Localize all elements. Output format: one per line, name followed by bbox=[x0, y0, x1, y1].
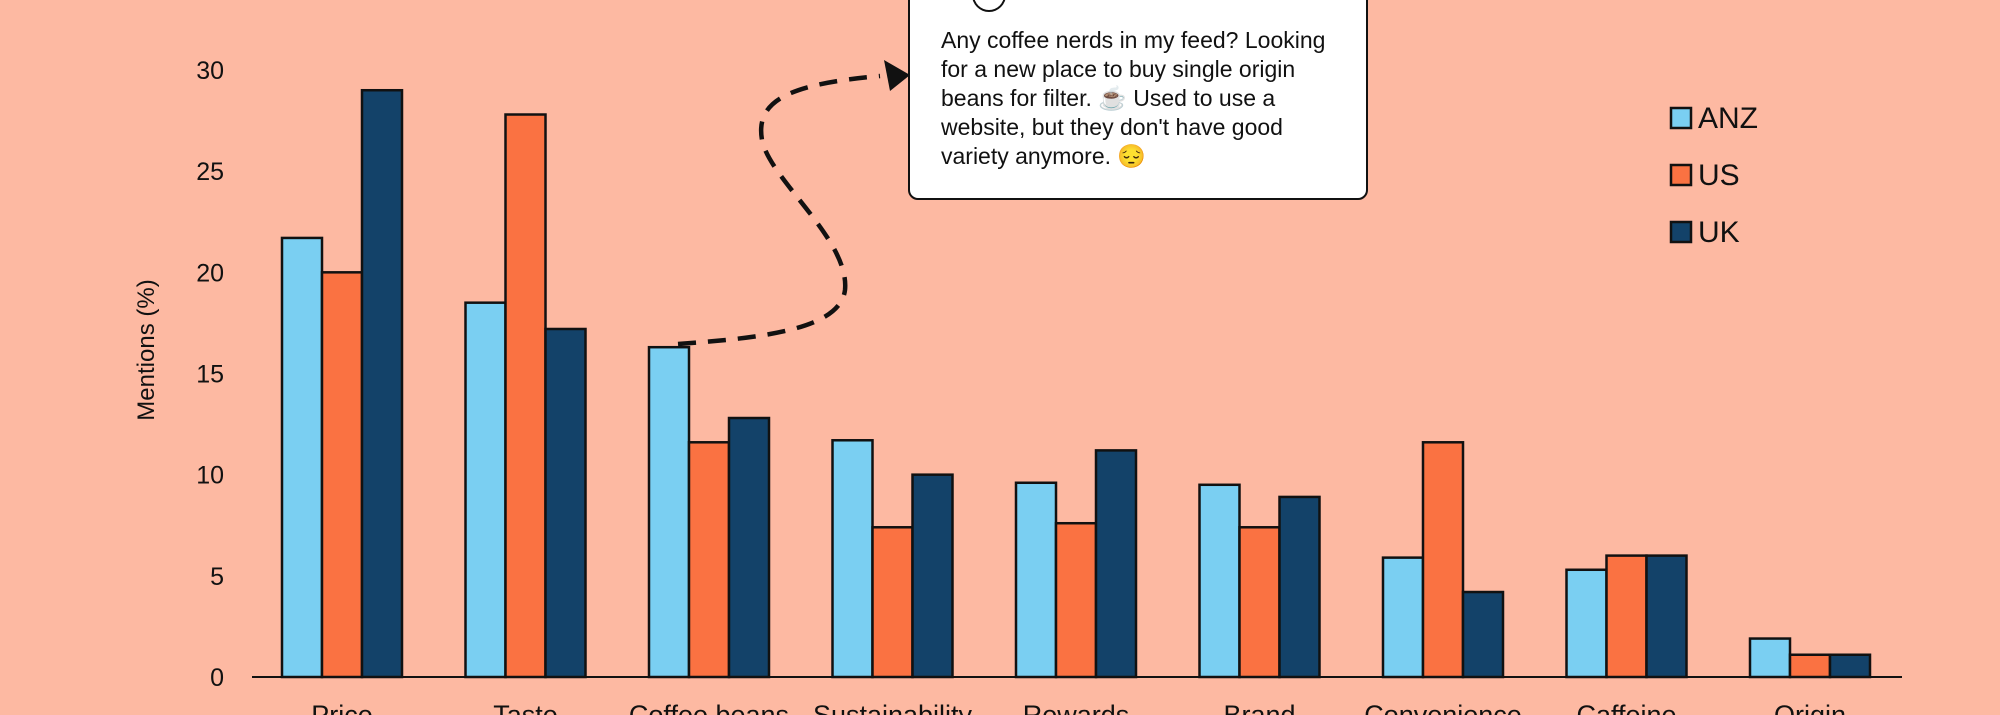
x-tick-label-3: Sustainability bbox=[813, 700, 973, 715]
x-tick-label-6: Convenience bbox=[1364, 700, 1522, 715]
bar-us-4 bbox=[1054, 521, 1098, 679]
legend-swatch-anz bbox=[1669, 106, 1693, 130]
y-tick-label-15: 15 bbox=[196, 361, 224, 389]
x-tick-label-7: Caffeine bbox=[1576, 700, 1676, 715]
y-tick-label-5: 5 bbox=[210, 563, 224, 591]
bar-anz-6 bbox=[1381, 556, 1425, 679]
y-tick-label-25: 25 bbox=[196, 158, 224, 186]
bar-us-5 bbox=[1238, 526, 1281, 679]
bar-anz-1 bbox=[464, 301, 507, 679]
bar-uk-2 bbox=[727, 416, 771, 679]
bar-uk-3 bbox=[911, 473, 954, 679]
legend-swatch-uk bbox=[1669, 220, 1693, 244]
bar-uk-7 bbox=[1645, 554, 1688, 679]
bar-us-3 bbox=[871, 526, 914, 679]
y-axis-label: Mentions (%) bbox=[133, 279, 160, 420]
x-tick-label-0: Price bbox=[311, 700, 373, 715]
legend-swatch-us bbox=[1669, 163, 1693, 187]
bar-us-2 bbox=[687, 441, 731, 679]
bar-anz-3 bbox=[831, 439, 874, 679]
y-tick-label-0: 0 bbox=[210, 664, 224, 692]
legend-label-uk: UK bbox=[1698, 216, 1740, 249]
bar-uk-0 bbox=[360, 88, 404, 679]
x-tick-label-8: Origin bbox=[1774, 700, 1846, 715]
y-tick-label-30: 30 bbox=[196, 57, 224, 85]
bar-anz-4 bbox=[1014, 481, 1058, 679]
legend-label-anz: ANZ bbox=[1698, 102, 1758, 135]
annotation-tweet-card: Any coffee nerds in my feed? Looking for… bbox=[908, 0, 1368, 200]
bar-anz-0 bbox=[280, 236, 324, 679]
bar-us-0 bbox=[320, 271, 364, 679]
bar-uk-5 bbox=[1278, 495, 1321, 679]
bar-us-6 bbox=[1421, 441, 1465, 679]
legend-label-us: US bbox=[1698, 159, 1740, 192]
x-tick-label-5: Brand bbox=[1223, 700, 1295, 715]
y-tick-label-10: 10 bbox=[196, 462, 224, 490]
x-tick-label-4: Rewards bbox=[1023, 700, 1130, 715]
y-tick-label-20: 20 bbox=[196, 259, 224, 287]
annotation-tweet-text: Any coffee nerds in my feed? Looking for… bbox=[941, 27, 1326, 169]
bar-uk-4 bbox=[1094, 449, 1138, 679]
bar-anz-7 bbox=[1565, 568, 1608, 679]
bar-uk-1 bbox=[544, 327, 587, 679]
bar-us-1 bbox=[504, 113, 547, 679]
legend: ANZ US UK bbox=[1669, 102, 1758, 249]
bars bbox=[280, 88, 1872, 679]
x-tick-label-2: Coffee beans bbox=[629, 700, 789, 715]
y-axis-ticks: 0 5 10 15 20 25 30 bbox=[196, 57, 224, 692]
bar-us-7 bbox=[1605, 554, 1648, 679]
bar-anz-2 bbox=[647, 345, 691, 679]
bar-anz-5 bbox=[1198, 483, 1241, 679]
bar-us-8 bbox=[1788, 653, 1832, 679]
bar-uk-8 bbox=[1828, 653, 1872, 679]
annotation-arrowhead bbox=[884, 60, 910, 91]
x-tick-label-1: Taste bbox=[493, 700, 558, 715]
avatar-icon bbox=[972, 0, 1006, 12]
x-axis-labels: Price Taste Coffee beans Sustainability Rewa… bbox=[311, 700, 1846, 715]
bar-anz-8 bbox=[1748, 637, 1792, 679]
annotation-arrow bbox=[677, 73, 881, 347]
bar-uk-6 bbox=[1461, 590, 1505, 679]
